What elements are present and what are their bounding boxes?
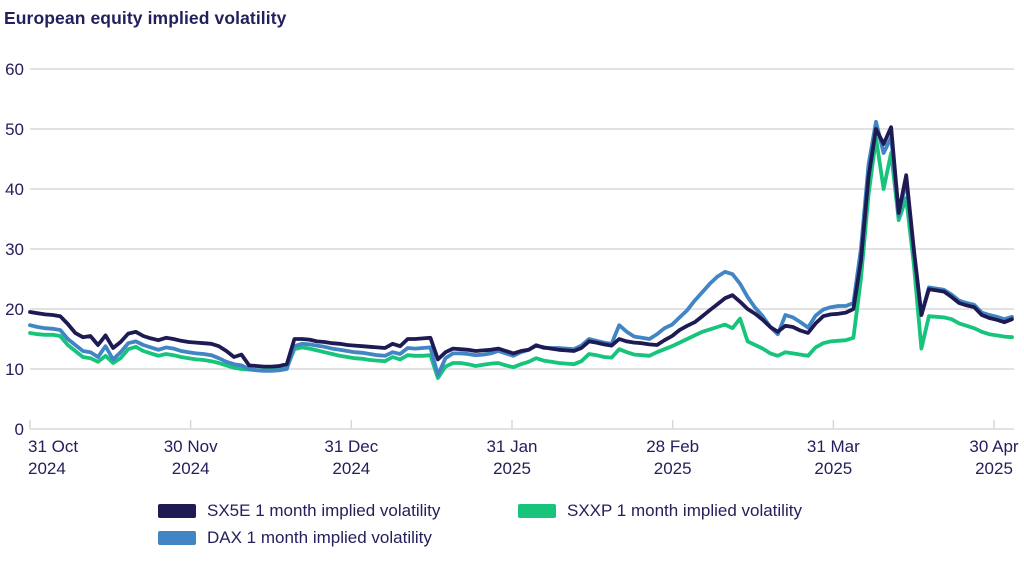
y-axis-label: 20 [5, 300, 24, 319]
x-axis-label: 2025 [814, 459, 852, 478]
legend-label-sx5e: SX5E 1 month implied volatility [207, 500, 441, 520]
x-axis-label: 30 Nov [164, 437, 218, 456]
legend-swatch-sxxp [518, 503, 556, 518]
series-line-sx5e [28, 125, 1014, 369]
legend-item-sxxp: SXXP 1 month implied volatility [518, 497, 868, 524]
x-axis-label: 2025 [975, 459, 1013, 478]
y-axis-label: 30 [5, 240, 24, 259]
chart-title: European equity implied volatility [4, 8, 287, 28]
x-axis-label: 31 Mar [807, 437, 860, 456]
y-axis-label: 60 [5, 60, 24, 79]
x-axis-label: 2024 [332, 459, 370, 478]
x-axis-label: 31 Jan [486, 437, 537, 456]
x-axis-label: 2025 [654, 459, 692, 478]
line-chart: 0 10 20 30 40 50 60 31 Oct 2024 30 Nov 2024 31 Dec 2… [5, 60, 1019, 478]
x-axis-label: 31 Dec [324, 437, 378, 456]
x-axis-label: 30 Apr [969, 437, 1018, 456]
y-axis-label: 0 [15, 420, 24, 439]
y-axis-label: 10 [5, 360, 24, 379]
legend-swatch-dax [158, 530, 196, 545]
x-axis-label: 2024 [172, 459, 210, 478]
legend-swatch-sx5e [158, 503, 196, 518]
y-axis-label: 40 [5, 180, 24, 199]
x-axis-label: 2024 [28, 459, 66, 478]
legend-item-sx5e: SX5E 1 month implied volatility [158, 497, 518, 524]
x-axis-label: 31 Oct [28, 437, 78, 456]
x-axis-label: 28 Feb [646, 437, 699, 456]
legend: SX5E 1 month implied volatility SXXP 1 m… [158, 497, 898, 551]
legend-item-dax: DAX 1 month implied volatility [158, 524, 518, 551]
series-line-sxxp [28, 136, 1014, 380]
x-axis-label: 2025 [493, 459, 531, 478]
legend-label-dax: DAX 1 month implied volatility [207, 527, 432, 547]
y-axis-label: 50 [5, 120, 24, 139]
legend-label-sxxp: SXXP 1 month implied volatility [567, 500, 802, 520]
